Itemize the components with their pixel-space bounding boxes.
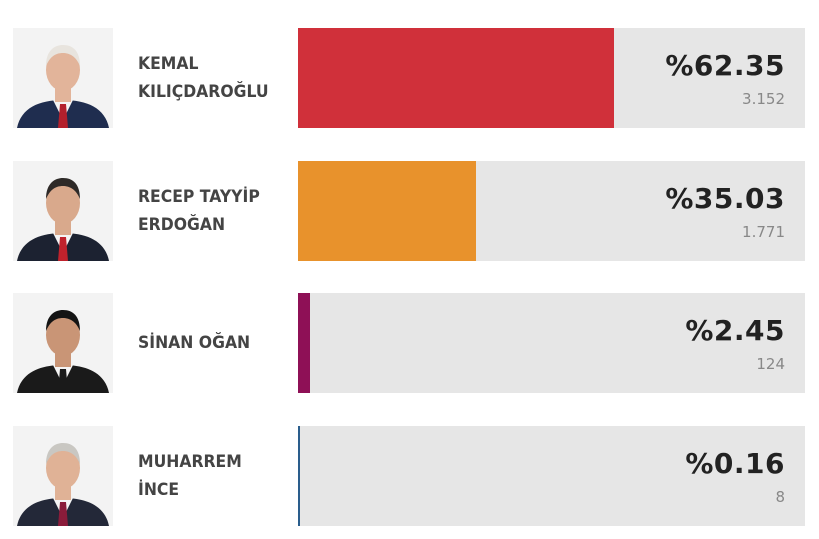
candidate-row: KEMAL KILIÇDAROĞLU %62.35 3.152 <box>0 28 819 128</box>
candidate-photo <box>13 161 113 261</box>
portrait-image <box>13 426 113 526</box>
vote-count: 3.152 <box>742 90 785 108</box>
candidate-name-line1: SİNAN OĞAN <box>138 333 251 353</box>
candidate-name-line2: KILIÇDAROĞLU <box>138 82 269 102</box>
bar-track: %0.16 8 <box>298 426 805 526</box>
bar-fill <box>298 293 311 393</box>
bar-track: %2.45 124 <box>298 293 805 393</box>
candidate-name-line1: MUHARREM <box>138 452 242 472</box>
candidate-row: SİNAN OĞAN %2.45 124 <box>0 293 819 393</box>
candidate-photo <box>13 28 113 128</box>
candidate-name-line1: KEMAL <box>138 54 199 74</box>
percent-label: %0.16 <box>685 447 785 480</box>
portrait-image <box>13 28 113 128</box>
vote-count: 8 <box>775 488 785 506</box>
candidate-name-line1: RECEP TAYYİP <box>138 187 260 207</box>
candidate-row: MUHARREM İNCE %0.16 8 <box>0 426 819 526</box>
candidate-name: RECEP TAYYİP ERDOĞAN <box>138 161 276 261</box>
candidate-name-line2: ERDOĞAN <box>138 215 226 235</box>
candidate-photo <box>13 426 113 526</box>
portrait-image <box>13 161 113 261</box>
portrait-image <box>13 293 113 393</box>
candidate-row: RECEP TAYYİP ERDOĞAN %35.03 1.771 <box>0 161 819 261</box>
percent-label: %62.35 <box>665 49 785 82</box>
vote-count: 124 <box>756 355 785 373</box>
percent-label: %2.45 <box>685 314 785 347</box>
percent-label: %35.03 <box>665 182 785 215</box>
vote-count: 1.771 <box>742 223 785 241</box>
bar-fill <box>298 28 615 128</box>
candidate-name: MUHARREM İNCE <box>138 426 276 526</box>
bar-fill <box>298 426 300 526</box>
bar-track: %62.35 3.152 <box>298 28 805 128</box>
candidate-name: SİNAN OĞAN <box>138 293 276 393</box>
bar-track: %35.03 1.771 <box>298 161 805 261</box>
candidate-name: KEMAL KILIÇDAROĞLU <box>138 28 276 128</box>
candidate-photo <box>13 293 113 393</box>
bar-fill <box>298 161 476 261</box>
candidate-name-line2: İNCE <box>138 480 180 500</box>
